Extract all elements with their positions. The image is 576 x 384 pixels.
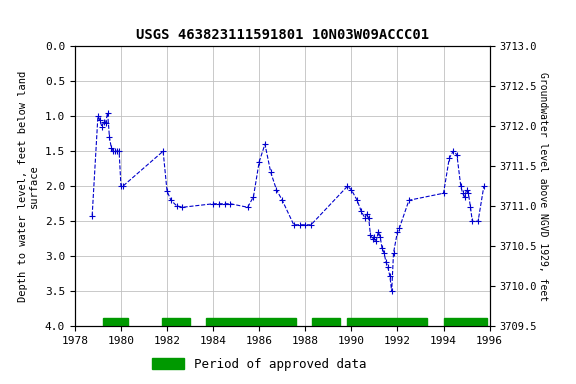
Bar — [312, 318, 340, 326]
Legend: Period of approved data: Period of approved data — [147, 353, 371, 376]
Title: USGS 463823111591801 10N03W09ACCC01: USGS 463823111591801 10N03W09ACCC01 — [136, 28, 429, 42]
Y-axis label: Depth to water level, feet below land
surface: Depth to water level, feet below land su… — [18, 71, 39, 302]
Y-axis label: Groundwater level above NGVD 1929, feet: Groundwater level above NGVD 1929, feet — [538, 72, 548, 301]
Bar — [206, 318, 296, 326]
Bar — [103, 318, 128, 326]
Bar — [162, 318, 190, 326]
Bar — [347, 318, 427, 326]
Bar — [444, 318, 487, 326]
